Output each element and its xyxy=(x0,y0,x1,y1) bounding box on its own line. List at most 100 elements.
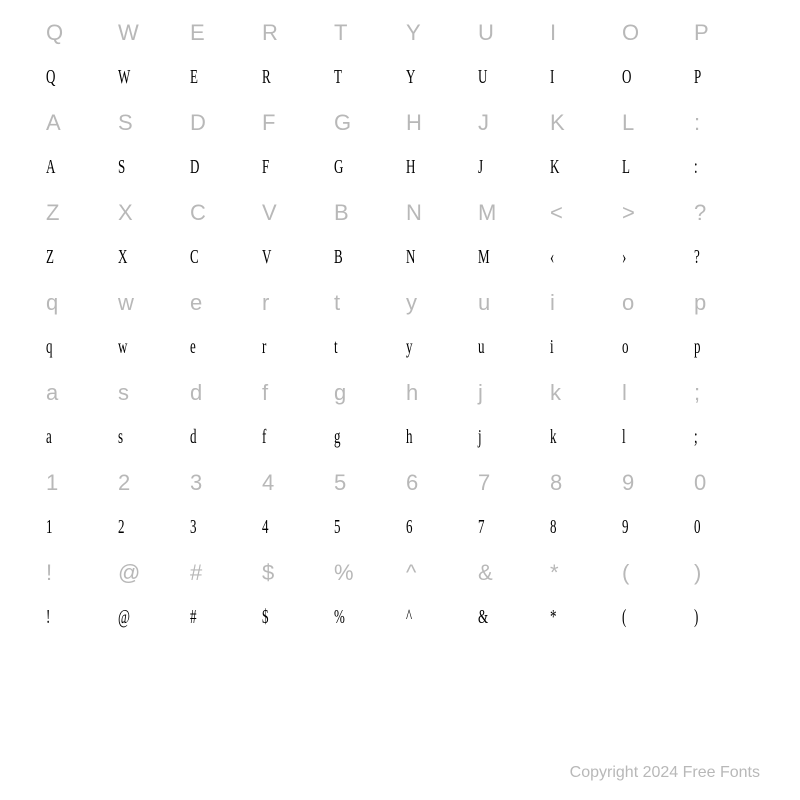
char-glyph: D xyxy=(184,145,256,190)
glyph-text: L xyxy=(622,156,630,179)
char-glyph: I xyxy=(544,55,616,100)
glyph-text: 9 xyxy=(622,516,629,539)
char-label: 8 xyxy=(544,460,616,505)
label-text: S xyxy=(118,110,133,136)
char-label: g xyxy=(328,370,400,415)
char-label: : xyxy=(688,100,760,145)
glyph-text: p xyxy=(694,336,701,359)
label-text: M xyxy=(478,200,496,226)
label-text: Q xyxy=(46,20,63,46)
char-glyph: 2 xyxy=(112,505,184,550)
char-glyph: o xyxy=(616,325,688,370)
label-text: ( xyxy=(622,560,629,586)
label-text: 4 xyxy=(262,470,274,496)
label-text: $ xyxy=(262,560,274,586)
char-label: ( xyxy=(616,550,688,595)
char-glyph: L xyxy=(616,145,688,190)
char-label: O xyxy=(616,10,688,55)
char-label: 3 xyxy=(184,460,256,505)
char-label: 0 xyxy=(688,460,760,505)
char-glyph: U xyxy=(472,55,544,100)
glyph-text: w xyxy=(118,336,127,359)
char-label: ! xyxy=(40,550,112,595)
label-text: L xyxy=(622,110,634,136)
char-label: 2 xyxy=(112,460,184,505)
char-label: P xyxy=(688,10,760,55)
label-text: u xyxy=(478,290,490,316)
char-glyph: s xyxy=(112,415,184,460)
char-glyph: @ xyxy=(112,595,184,640)
char-glyph: X xyxy=(112,235,184,280)
glyph-text: h xyxy=(406,426,413,449)
char-glyph: J xyxy=(472,145,544,190)
char-glyph: k xyxy=(544,415,616,460)
char-label: u xyxy=(472,280,544,325)
char-glyph: N xyxy=(400,235,472,280)
glyph-text: C xyxy=(190,246,199,269)
label-text: C xyxy=(190,200,206,226)
char-glyph: i xyxy=(544,325,616,370)
glyph-text: ; xyxy=(694,426,698,449)
glyph-text: M xyxy=(478,246,490,269)
char-label: w xyxy=(112,280,184,325)
char-glyph: d xyxy=(184,415,256,460)
glyph-text: N xyxy=(406,246,415,269)
char-label: ; xyxy=(688,370,760,415)
label-text: N xyxy=(406,200,422,226)
char-glyph: j xyxy=(472,415,544,460)
label-text: B xyxy=(334,200,349,226)
glyph-text: ‹ xyxy=(550,246,554,269)
char-label: Q xyxy=(40,10,112,55)
glyph-text: @ xyxy=(118,606,130,629)
label-text: R xyxy=(262,20,278,46)
glyph-text: q xyxy=(46,336,53,359)
label-text: s xyxy=(118,380,129,406)
char-glyph: $ xyxy=(256,595,328,640)
char-label: 7 xyxy=(472,460,544,505)
label-text: 0 xyxy=(694,470,706,496)
glyph-text: B xyxy=(334,246,343,269)
glyph-text: * xyxy=(550,606,557,629)
label-text: a xyxy=(46,380,58,406)
char-label: 5 xyxy=(328,460,400,505)
glyph-text: 1 xyxy=(46,516,53,539)
label-text: f xyxy=(262,380,268,406)
char-label: E xyxy=(184,10,256,55)
char-glyph: 4 xyxy=(256,505,328,550)
label-text: o xyxy=(622,290,634,316)
char-glyph: F xyxy=(256,145,328,190)
char-glyph: G xyxy=(328,145,400,190)
label-text: T xyxy=(334,20,347,46)
char-label: L xyxy=(616,100,688,145)
char-glyph: ! xyxy=(40,595,112,640)
label-text: H xyxy=(406,110,422,136)
label-text: D xyxy=(190,110,206,136)
glyph-text: l xyxy=(622,426,626,449)
char-glyph: E xyxy=(184,55,256,100)
label-text: G xyxy=(334,110,351,136)
copyright-text: Copyright 2024 Free Fonts xyxy=(570,764,760,782)
glyph-text: : xyxy=(694,156,698,179)
char-label: p xyxy=(688,280,760,325)
label-text: 9 xyxy=(622,470,634,496)
label-text: ) xyxy=(694,560,701,586)
glyph-text: j xyxy=(478,426,482,449)
char-glyph: P xyxy=(688,55,760,100)
char-glyph: C xyxy=(184,235,256,280)
char-glyph: Q xyxy=(40,55,112,100)
label-text: I xyxy=(550,20,556,46)
char-glyph: V xyxy=(256,235,328,280)
label-text: 3 xyxy=(190,470,202,496)
label-text: j xyxy=(478,380,483,406)
glyph-text: V xyxy=(262,246,271,269)
char-label: t xyxy=(328,280,400,325)
glyph-text: ) xyxy=(694,606,698,629)
label-text: U xyxy=(478,20,494,46)
char-glyph: W xyxy=(112,55,184,100)
char-glyph: ^ xyxy=(400,595,472,640)
char-label: @ xyxy=(112,550,184,595)
label-text: # xyxy=(190,560,202,586)
char-label: K xyxy=(544,100,616,145)
char-label: > xyxy=(616,190,688,235)
label-text: ^ xyxy=(406,560,416,586)
